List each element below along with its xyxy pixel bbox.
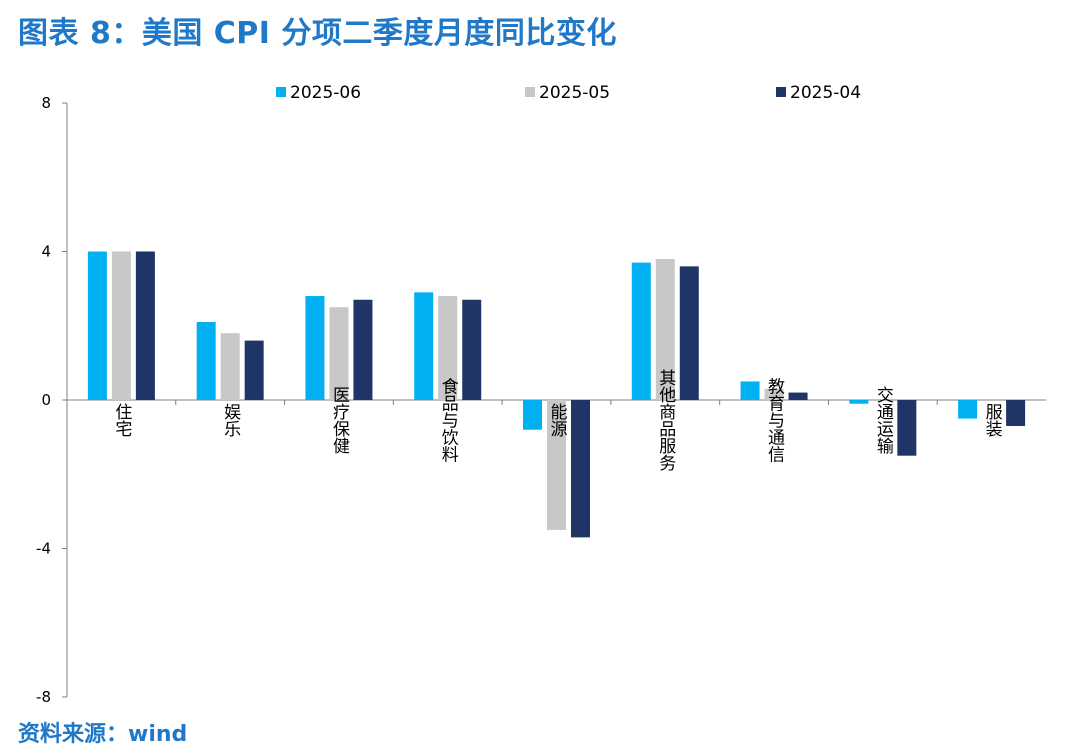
category-label: 医疗保健 [329, 386, 350, 454]
bar-2025-04-住宅 [135, 251, 155, 400]
bar-2025-05-娱乐 [220, 333, 240, 400]
bars [87, 251, 1026, 538]
legend-swatch [276, 87, 286, 97]
y-tick-label: 8 [41, 94, 51, 112]
bar-2025-06-住宅 [87, 251, 107, 400]
bar-2025-04-交通运输 [897, 400, 917, 456]
category-label: 教育与通信 [764, 377, 785, 462]
bar-2025-06-其他商品服务 [631, 262, 651, 400]
legend-label: 2025-06 [290, 83, 361, 103]
y-tick-label: -4 [36, 540, 51, 558]
legend-swatch [776, 87, 786, 97]
bar-2025-04-服装 [1006, 400, 1026, 426]
category-label: 其他商品服务 [655, 369, 676, 471]
bar-2025-05-医疗保健 [329, 307, 349, 400]
bar-2025-04-医疗保健 [353, 299, 373, 400]
source-note: 资料来源：wind [18, 722, 188, 747]
legend-label: 2025-04 [790, 83, 861, 103]
legend-label: 2025-05 [539, 83, 610, 103]
category-label: 娱乐 [220, 403, 241, 437]
bar-2025-04-娱乐 [244, 340, 264, 400]
y-tick-label: 4 [41, 243, 51, 261]
category-label: 交通运输 [873, 386, 894, 455]
bar-2025-04-其他商品服务 [679, 266, 699, 400]
legend-swatch [525, 87, 535, 97]
chart-title: 图表 8：美国 CPI 分项二季度月度同比变化 [18, 16, 617, 51]
legend: 2025-06 2025-05 2025-04 [276, 83, 861, 103]
bar-2025-06-教育与通信 [740, 381, 760, 400]
bar-2025-04-教育与通信 [788, 392, 808, 400]
y-tick-label: 0 [41, 391, 51, 409]
bar-2025-05-教育与通信 [764, 388, 784, 400]
bar-2025-06-食品与饮料 [414, 292, 434, 400]
category-label: 能源 [547, 403, 568, 438]
bar-2025-05-住宅 [111, 251, 131, 400]
bar-2025-04-能源 [571, 400, 590, 538]
bar-2025-06-医疗保健 [305, 296, 325, 400]
bar-2025-04-食品与饮料 [462, 299, 482, 400]
bar-2025-06-能源 [523, 400, 542, 430]
category-label: 住宅 [111, 403, 132, 437]
bar-2025-06-服装 [958, 400, 978, 419]
bar-2025-05-能源 [547, 400, 566, 530]
category-label: 服装 [982, 403, 1003, 437]
bar-2025-05-食品与饮料 [438, 296, 458, 400]
y-tick-label: -8 [36, 688, 51, 706]
bar-2025-06-娱乐 [196, 322, 216, 400]
bar-2025-06-交通运输 [849, 400, 869, 404]
bar-2025-05-其他商品服务 [655, 258, 675, 400]
category-label: 食品与饮料 [438, 377, 459, 462]
category-labels: 住宅 娱乐 医疗保健 食品与饮料 能源 其他商品服务 教育与通信 交通运输 服装 [111, 369, 1002, 471]
